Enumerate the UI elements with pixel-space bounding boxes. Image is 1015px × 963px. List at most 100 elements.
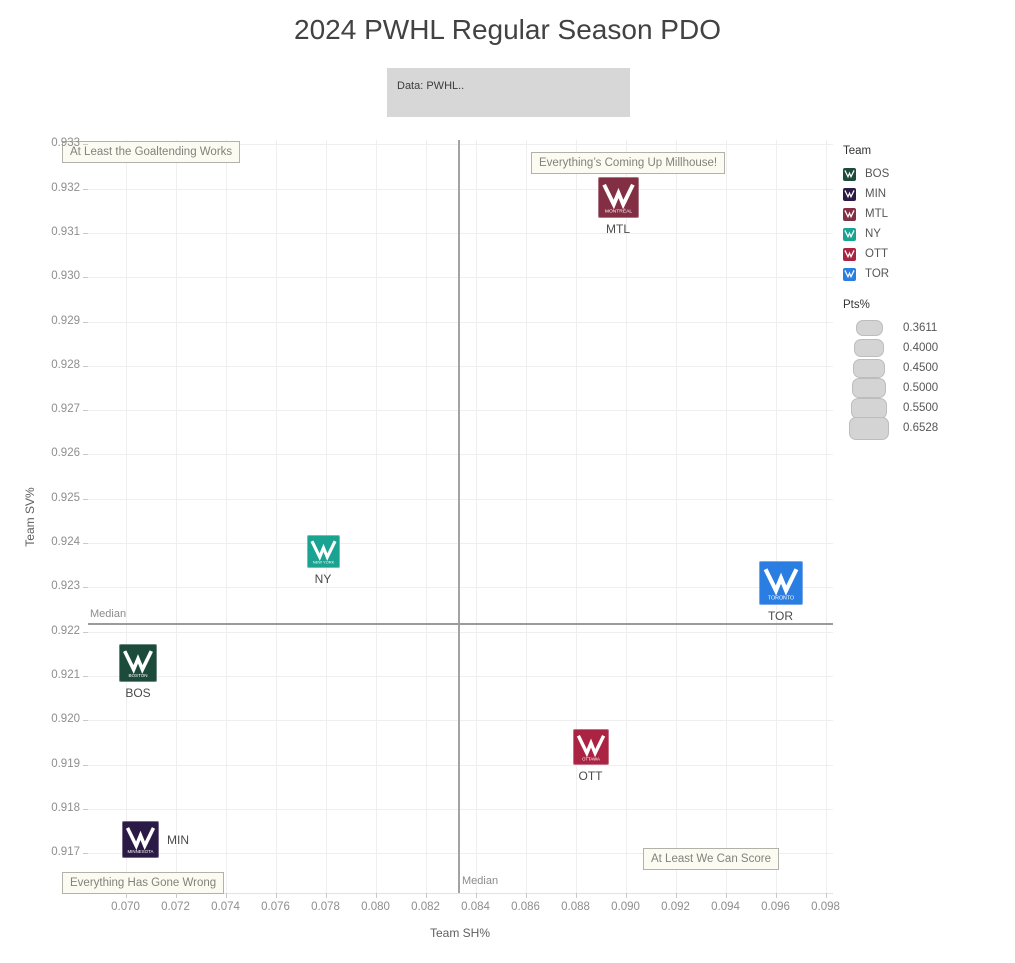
x-tick-mark [275,893,277,898]
x-axis-title: Team SH% [429,926,491,940]
legend-item-NY[interactable]: NY [843,224,1013,244]
size-legend-item[interactable]: 0.5500 [843,397,1013,419]
y-tick-mark [83,277,88,279]
y-tick-mark [83,410,88,412]
y-tick-label: 0.933 [51,137,80,150]
data-source-note-box: Data: PWHL.. [387,68,630,117]
x-tick-label: 0.074 [211,901,240,913]
x-tick-mark [175,893,177,898]
median-line-horizontal [88,622,833,625]
legend-item-label: TOR [865,268,890,280]
x-tick-label: 0.082 [411,901,440,913]
y-axis-title: Team SV% [23,487,37,547]
plot-area [88,140,833,894]
pwhl-logo-icon: MINNESOTA [125,827,156,855]
y-gridline [88,631,833,633]
legend-item-MIN[interactable]: MIN [843,184,1013,204]
x-tick-mark [675,893,677,898]
point-label-BOS: BOS [125,685,151,700]
x-gridline [575,140,577,893]
y-gridline [88,144,833,146]
y-tick-label: 0.931 [51,226,80,239]
y-tick-mark [83,675,88,677]
svg-text:TORONTO: TORONTO [767,595,793,601]
point-label-NY: NY [314,572,332,587]
legend-item-BOS[interactable]: BOS [843,164,1013,184]
y-gridline [88,365,833,367]
svg-text:NEW YORK: NEW YORK [312,560,334,565]
x-gridline [725,140,727,893]
size-shape-cell [843,339,895,357]
legend-item-label: OTT [865,248,888,260]
median-y-label: Median [90,607,127,620]
legend-item-label: NY [865,228,881,240]
x-tick-mark [375,893,377,898]
x-tick-label: 0.084 [461,901,490,913]
x-tick-label: 0.094 [711,901,740,913]
size-legend-item[interactable]: 0.4500 [843,358,1013,378]
size-shape-cell [843,397,895,419]
size-shape-cell [843,378,895,398]
x-tick-mark [475,893,477,898]
svg-text:MONTRÉAL: MONTRÉAL [604,208,632,215]
x-gridline [475,140,477,893]
legend-size-items: 0.3611 0.4000 0.4500 0.5000 0.5500 0.6528 [843,318,1013,440]
size-legend-value: 0.6528 [903,422,939,434]
y-tick-mark [83,233,88,235]
legend-item-MTL[interactable]: MTL [843,204,1013,224]
legend-swatch-TOR [843,267,856,281]
legend-item-OTT[interactable]: OTT [843,244,1013,264]
y-tick-mark [83,365,88,367]
y-gridline [88,233,833,235]
y-tick-mark [83,631,88,633]
size-shape [855,320,883,336]
y-tick-label: 0.917 [51,846,80,859]
y-gridline [88,454,833,456]
legend-size-block: Pts% 0.3611 0.4000 0.4500 0.5000 0.5500 0.652… [843,299,1013,440]
data-point-NY[interactable]: NEW YORK [306,535,340,569]
y-gridline [88,277,833,279]
size-legend-item[interactable]: 0.5000 [843,378,1013,398]
x-tick-label: 0.092 [661,901,690,913]
legend-item-TOR[interactable]: TOR [843,264,1013,284]
svg-text:OTTAWA: OTTAWA [582,756,600,761]
y-tick-label: 0.922 [51,624,80,637]
x-gridline [425,140,427,893]
x-tick-mark [325,893,327,898]
x-tick-label: 0.098 [811,901,840,913]
x-tick-mark [775,893,777,898]
y-tick-mark [83,853,88,855]
data-source-note: Data: PWHL.. [397,80,465,92]
quadrant-label-top-right: Everything’s Coming Up Millhouse! [531,152,726,174]
x-tick-label: 0.080 [361,901,390,913]
size-legend-value: 0.5000 [903,382,939,394]
y-tick-label: 0.927 [51,403,80,416]
pwhl-logo-icon [844,249,855,258]
data-point-MIN[interactable]: MINNESOTA [122,821,159,859]
y-tick-label: 0.923 [51,580,80,593]
x-tick-label: 0.076 [261,901,290,913]
size-legend-item[interactable]: 0.4000 [843,338,1013,358]
y-tick-mark [83,321,88,323]
pwhl-logo-icon: NEW YORK [310,540,336,565]
y-gridline [88,410,833,412]
y-gridline [88,188,833,190]
size-legend-item[interactable]: 0.3611 [843,318,1013,338]
data-point-BOS[interactable]: BOSTON [119,643,157,682]
size-shape [852,378,886,398]
data-point-MTL[interactable]: MONTRÉAL [597,177,639,219]
data-point-TOR[interactable]: TORONTO [758,560,803,605]
y-gridline [88,853,833,855]
x-gridline [775,140,777,893]
size-legend-item[interactable]: 0.6528 [843,416,1013,440]
median-x-label: Median [462,875,499,887]
size-legend-value: 0.3611 [903,322,938,334]
y-tick-label: 0.925 [51,491,80,504]
median-line-vertical [458,140,460,893]
data-point-OTT[interactable]: OTTAWA [572,728,609,765]
quadrant-label-bottom-right: At Least We Can Score [643,848,779,870]
y-gridline [88,321,833,323]
x-tick-mark [725,893,727,898]
point-label-TOR: TOR [767,608,794,623]
